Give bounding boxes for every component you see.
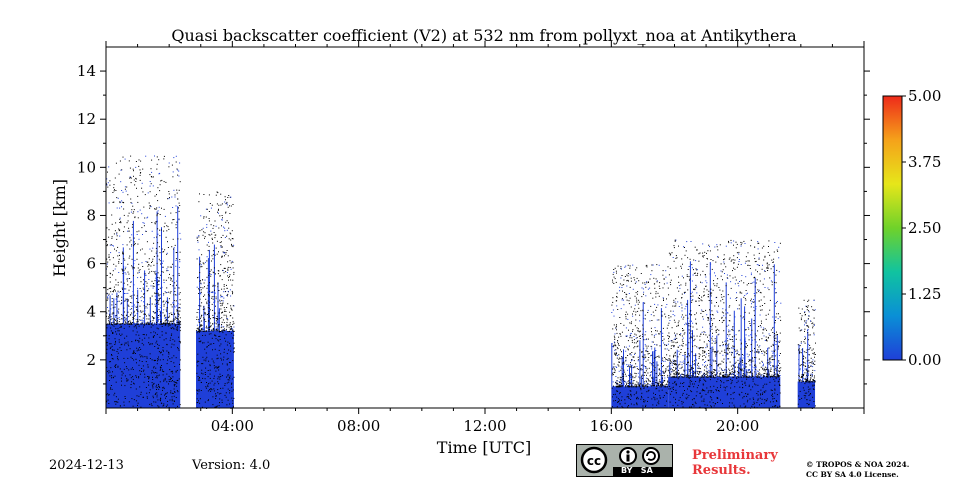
preliminary-line1: Preliminary — [692, 448, 778, 463]
cc-license-badge[interactable]: cc BY SA — [576, 444, 673, 477]
y-tick-label: 14 — [77, 62, 96, 80]
x-tick-label: 12:00 — [463, 417, 506, 435]
copyright-line2: CC BY SA 4.0 License. — [806, 470, 899, 479]
copyright-notice: © TROPOS & NOA 2024. CC BY SA 4.0 Licens… — [806, 460, 909, 480]
data-segment-3 — [668, 239, 782, 409]
preliminary-notice: Preliminary Results. — [692, 448, 778, 478]
y-tick-label: 2 — [86, 351, 96, 369]
x-tick-label: 04:00 — [211, 417, 254, 435]
colorbar-tick-label: 5.00 — [908, 87, 941, 105]
date-label: 2024-12-13 — [49, 458, 124, 473]
colorbar — [882, 95, 903, 361]
colorbar-ticks: 0.00 1.25 2.50 3.75 5.00 — [902, 87, 941, 369]
data-segment-4 — [797, 299, 816, 409]
data-segment-1 — [196, 191, 235, 409]
preliminary-line2: Results. — [692, 463, 751, 478]
y-tick-label: 4 — [86, 303, 96, 321]
chart-title: Quasi backscatter coefficient (V2) at 53… — [171, 26, 797, 45]
y-tick-label: 12 — [77, 110, 96, 128]
copyright-line1: © TROPOS & NOA 2024. — [806, 460, 910, 469]
y-tick-label: 8 — [86, 206, 96, 224]
colorbar-tick-label: 3.75 — [908, 153, 941, 171]
y-axis-label: Height [km] — [50, 179, 69, 277]
plot-area — [106, 155, 816, 409]
colorbar-tick-label: 1.25 — [908, 285, 941, 303]
y-tick-label: 10 — [77, 158, 96, 176]
version-label: Version: 4.0 — [192, 458, 271, 473]
data-segment-0 — [106, 155, 182, 409]
cc-badge-text: BY SA — [621, 466, 653, 475]
x-axis-label: Time [UTC] — [437, 438, 531, 457]
x-tick-label: 16:00 — [590, 417, 633, 435]
cc-logo-icon — [580, 446, 608, 474]
share-alike-icon — [642, 447, 660, 465]
x-axis: 04:00 08:00 12:00 16:00 20:00 — [105, 41, 865, 435]
x-tick-label: 08:00 — [337, 417, 380, 435]
colorbar-tick-label: 2.50 — [908, 219, 941, 237]
x-tick-label: 20:00 — [716, 417, 759, 435]
colorbar-tick-label: 0.00 — [908, 351, 941, 369]
y-axis: 2 4 6 8 10 12 14 — [77, 62, 870, 385]
data-segment-2 — [611, 264, 670, 409]
y-tick-label: 6 — [86, 255, 96, 273]
